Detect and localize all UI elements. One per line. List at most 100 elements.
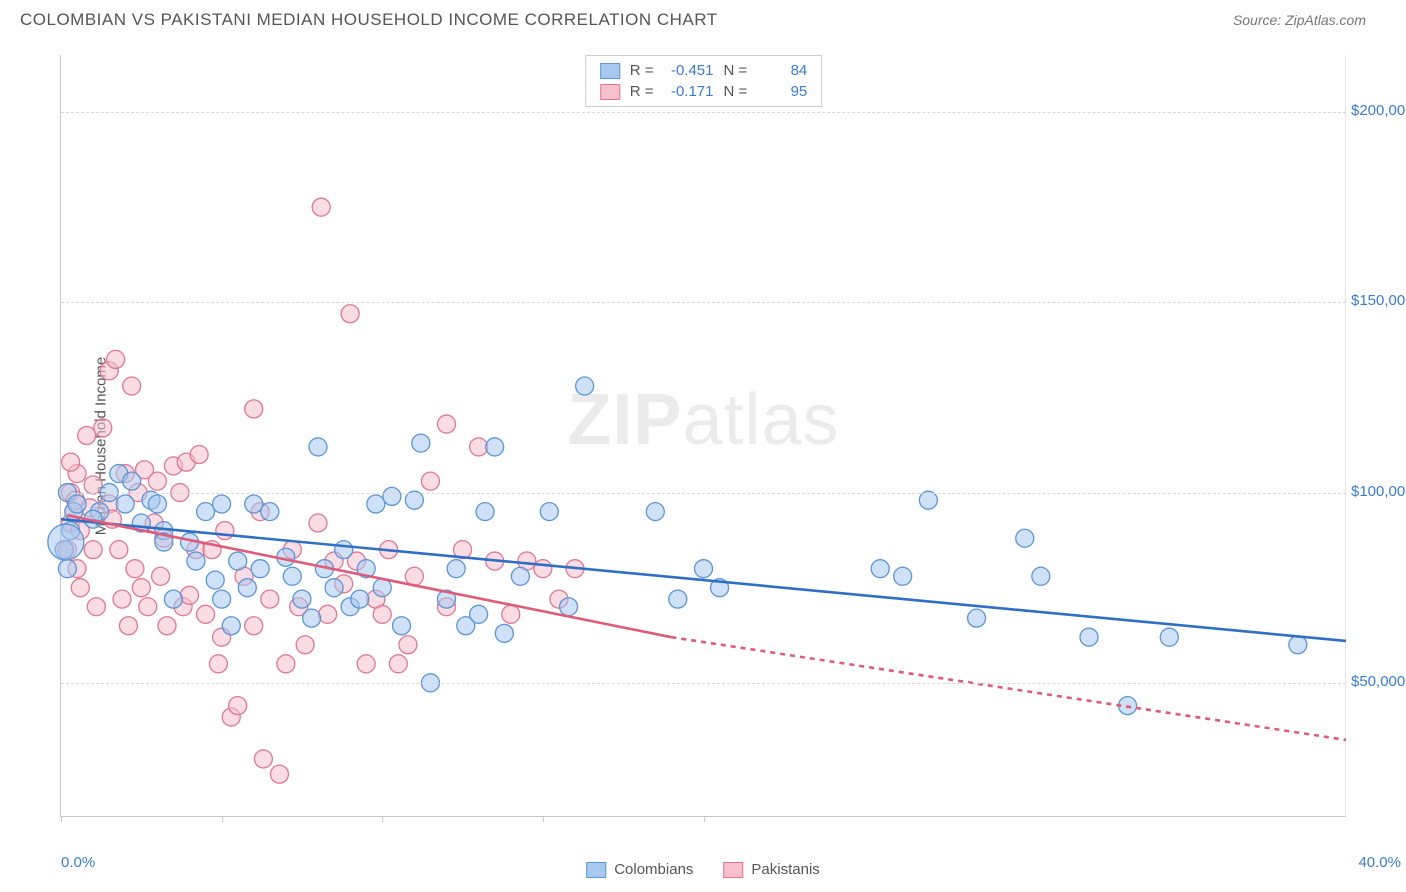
gridline (61, 302, 1346, 303)
legend: Colombians Pakistanis (586, 861, 820, 878)
source-label: Source: ZipAtlas.com (1233, 12, 1366, 28)
data-point (399, 636, 417, 654)
legend-item-colombians: Colombians (586, 861, 693, 878)
trend-line (671, 637, 1346, 740)
data-point (476, 503, 494, 521)
data-point (511, 567, 529, 585)
data-point (245, 495, 263, 513)
data-point (293, 590, 311, 608)
legend-swatch-pakistanis (723, 862, 743, 878)
data-point (94, 419, 112, 437)
x-tick-mark (704, 816, 705, 822)
data-point (87, 598, 105, 616)
data-point (119, 617, 137, 635)
data-point (152, 567, 170, 585)
data-point (389, 655, 407, 673)
swatch-pakistanis (600, 84, 620, 100)
data-point (367, 495, 385, 513)
data-point (213, 495, 231, 513)
data-point (309, 438, 327, 456)
n-value-pakistanis: 95 (757, 83, 807, 100)
data-point (209, 655, 227, 673)
r-label: R = (630, 83, 654, 100)
r-value-colombians: -0.451 (664, 62, 714, 79)
data-point (71, 579, 89, 597)
data-point (894, 567, 912, 585)
data-point (470, 605, 488, 623)
data-point (277, 655, 295, 673)
x-tick-mark (61, 816, 62, 822)
data-point (181, 586, 199, 604)
correlation-stats-box: R = -0.451 N = 84 R = -0.171 N = 95 (585, 55, 823, 107)
chart-plot-area: ZIPatlas R = -0.451 N = 84 R = -0.171 N … (60, 55, 1346, 817)
data-point (245, 617, 263, 635)
data-point (1160, 628, 1178, 646)
data-point (78, 427, 96, 445)
x-tick-mark (543, 816, 544, 822)
data-point (968, 609, 986, 627)
data-point (303, 609, 321, 627)
data-point (110, 541, 128, 559)
chart-title: COLOMBIAN VS PAKISTANI MEDIAN HOUSEHOLD … (20, 10, 718, 30)
data-point (261, 503, 279, 521)
data-point (871, 560, 889, 578)
gridline (61, 493, 1346, 494)
data-point (412, 434, 430, 452)
data-point (116, 495, 134, 513)
data-point (270, 765, 288, 783)
data-point (158, 617, 176, 635)
data-point (229, 552, 247, 570)
data-point (312, 198, 330, 216)
stats-row-colombians: R = -0.451 N = 84 (586, 60, 822, 81)
data-point (213, 590, 231, 608)
r-value-pakistanis: -0.171 (664, 83, 714, 100)
data-point (669, 590, 687, 608)
data-point (148, 495, 166, 513)
data-point (190, 446, 208, 464)
data-point (560, 598, 578, 616)
data-point (405, 491, 423, 509)
data-point (502, 605, 520, 623)
x-axis-max-label: 40.0% (1358, 854, 1401, 871)
legend-label-colombians: Colombians (614, 861, 693, 878)
data-point (206, 571, 224, 589)
x-tick-mark (382, 816, 383, 822)
legend-label-pakistanis: Pakistanis (751, 861, 819, 878)
data-point (113, 590, 131, 608)
legend-item-pakistanis: Pakistanis (723, 861, 819, 878)
swatch-colombians (600, 63, 620, 79)
data-point (357, 655, 375, 673)
x-tick-mark (222, 816, 223, 822)
data-point (251, 560, 269, 578)
data-point (351, 590, 369, 608)
data-point (84, 541, 102, 559)
data-point (197, 503, 215, 521)
data-point (216, 522, 234, 540)
data-point (447, 560, 465, 578)
data-point (245, 400, 263, 418)
data-point (1080, 628, 1098, 646)
data-point (383, 487, 401, 505)
data-point (576, 377, 594, 395)
x-axis-min-label: 0.0% (61, 854, 95, 871)
data-point (84, 476, 102, 494)
data-point (470, 438, 488, 456)
data-point (107, 350, 125, 368)
data-point (438, 415, 456, 433)
data-point (132, 579, 150, 597)
data-point (197, 605, 215, 623)
data-point (919, 491, 937, 509)
data-point (139, 598, 157, 616)
data-point (421, 472, 439, 490)
data-point (123, 472, 141, 490)
data-point (393, 617, 411, 635)
data-point (187, 552, 205, 570)
data-point (325, 579, 343, 597)
data-point (261, 590, 279, 608)
data-point (495, 624, 513, 642)
data-point (1289, 636, 1307, 654)
gridline (61, 112, 1346, 113)
y-tick-label: $100,000 (1351, 483, 1406, 500)
data-point (341, 305, 359, 323)
data-point (540, 503, 558, 521)
